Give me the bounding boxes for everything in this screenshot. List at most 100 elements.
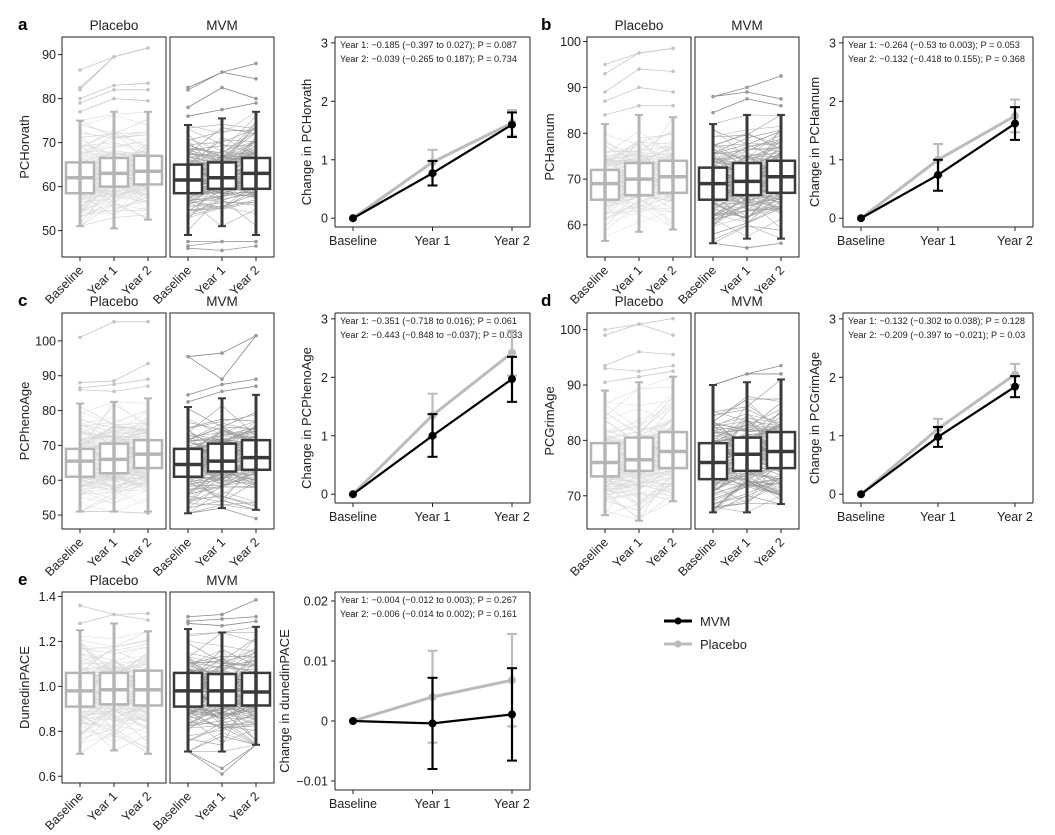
stat-annotation: Year 1: −0.132 (−0.302 to 0.038); P = 0.…	[848, 316, 1025, 326]
y-tick-label: 2	[829, 371, 836, 385]
outlier-point	[637, 374, 641, 379]
y-tick-label: 100	[560, 35, 581, 49]
y-axis-label: Change in PCHannum	[807, 77, 822, 207]
y-tick-label: 1.4	[39, 590, 56, 604]
x-tick-label: Baseline	[837, 234, 885, 248]
outlier-point	[220, 85, 224, 90]
x-tick-label: Baseline	[567, 535, 611, 579]
outlier-point	[603, 71, 607, 76]
data-point	[349, 717, 357, 725]
y-tick-label: 70	[567, 173, 581, 187]
y-tick-label: 100	[35, 334, 56, 348]
outlier-point	[603, 62, 607, 67]
outlier-point	[671, 316, 675, 321]
outlier-point	[78, 603, 82, 608]
outlier-point	[220, 351, 224, 355]
outlier-point	[146, 618, 150, 622]
outlier-point	[637, 322, 641, 326]
data-point	[428, 169, 437, 178]
y-tick-label: 1	[829, 429, 836, 443]
outlier-point	[220, 107, 224, 112]
x-tick-label: Year 2	[227, 535, 262, 570]
legend-item-placebo: Placebo	[664, 637, 747, 652]
y-tick-label: 80	[567, 434, 581, 448]
outlier-point	[146, 611, 150, 616]
x-tick-label: Baseline	[675, 263, 719, 307]
outlier-point	[254, 239, 258, 244]
outlier-point	[186, 400, 190, 404]
subplot-title: MVM	[206, 18, 238, 33]
outlier-point	[637, 67, 641, 71]
data-point	[428, 719, 437, 728]
legend-item-mvm: MVM	[664, 614, 730, 629]
data-point	[508, 710, 516, 719]
outlier-point	[603, 99, 607, 103]
outlier-point	[779, 363, 783, 368]
x-tick-label: Year 1	[415, 510, 451, 524]
outlier-point	[146, 361, 150, 366]
outlier-point	[637, 85, 641, 90]
outlier-trajectory	[79, 89, 148, 104]
x-tick-label: Year 2	[227, 789, 262, 824]
outlier-point	[220, 382, 224, 387]
y-axis-label: Change in PCGrimAge	[807, 352, 822, 484]
data-point	[934, 432, 942, 441]
stat-annotation: Year 1: −0.185 (−0.397 to 0.027); P = 0.…	[340, 40, 517, 50]
outlier-point	[254, 96, 258, 101]
y-tick-label: 3	[829, 36, 836, 50]
x-tick-label: Baseline	[675, 535, 719, 579]
outlier-point	[186, 393, 190, 397]
y-tick-label: 3	[829, 312, 836, 326]
outlier-point	[603, 363, 607, 368]
outlier-point	[637, 349, 641, 354]
y-tick-label: 60	[42, 180, 56, 194]
outlier-point	[603, 380, 607, 385]
outlier-point	[254, 384, 258, 388]
y-axis-label: PCPhenoAge	[17, 382, 32, 461]
legend-label: Placebo	[700, 637, 747, 652]
y-tick-label: 0.02	[304, 595, 328, 609]
x-tick-label: Year 2	[997, 510, 1033, 524]
data-point	[857, 214, 865, 223]
outlier-trajectory	[712, 98, 782, 113]
outlier-point	[779, 97, 783, 101]
y-tick-label: 3	[321, 36, 328, 50]
outlier-point	[254, 598, 258, 602]
subplot-title: Placebo	[90, 294, 139, 309]
outlier-point	[186, 619, 190, 624]
y-tick-label: 1.2	[39, 635, 56, 649]
outlier-point	[78, 101, 82, 105]
stat-annotation: Year 2: −0.039 (−0.265 to 0.187); P = 0.…	[340, 54, 517, 64]
x-tick-label: Year 2	[644, 535, 679, 570]
y-axis-label: Change in PCHorvath	[299, 79, 314, 205]
y-tick-label: 80	[567, 127, 581, 141]
x-tick-label: Year 2	[119, 535, 154, 570]
y-tick-label: 0	[321, 212, 328, 226]
panel-label: b	[541, 15, 551, 34]
outlier-point	[254, 61, 258, 66]
panel-label: c	[18, 291, 27, 310]
outlier-point	[637, 51, 641, 55]
outlier-point	[186, 114, 190, 118]
outlier-point	[112, 382, 116, 387]
panel-a-boxplots: a5060708090PCHorvathPlaceboBaselineYear …	[17, 15, 275, 307]
y-tick-label: 70	[42, 136, 56, 150]
outlier-point	[146, 99, 150, 103]
stat-annotation: Year 2: −0.132 (−0.418 to 0.155); P = 0.…	[848, 54, 1025, 64]
legend: MVM Placebo	[664, 614, 747, 652]
outlier-point	[671, 352, 675, 357]
panel-label: e	[18, 570, 27, 589]
x-tick-label: Baseline	[150, 263, 194, 307]
y-tick-label: 0.6	[39, 770, 56, 784]
x-tick-label: Year 2	[752, 535, 787, 570]
outlier-point	[112, 96, 116, 101]
outlier-point	[78, 85, 82, 90]
x-tick-label: Year 1	[193, 789, 228, 824]
legend-marker	[674, 640, 682, 648]
